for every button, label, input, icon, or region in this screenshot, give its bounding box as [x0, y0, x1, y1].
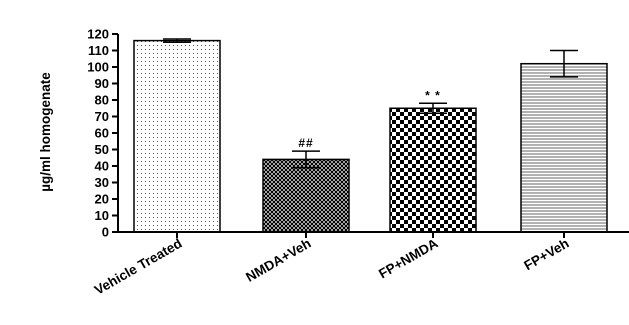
x-axis: Vehicle Treated NMDA+Veh FP+NMDA FP+Veh: [92, 231, 629, 298]
y-tick-label: 0: [102, 225, 109, 240]
y-tick-label: 110: [88, 43, 109, 58]
significance-annotation: ##: [298, 136, 313, 150]
y-tick-label: 100: [87, 60, 109, 75]
bar: [389, 107, 477, 233]
significance-annotation: * *: [425, 88, 441, 102]
y-tick-label: 20: [95, 192, 109, 207]
x-tick-label: FP+NMDA: [376, 235, 441, 281]
y-axis-label: µg/ml homogenate: [38, 72, 53, 192]
bars: ## * *: [133, 38, 608, 233]
y-tick-label: 30: [95, 175, 109, 190]
y-tick-label: 60: [95, 126, 109, 141]
y-tick-label: 10: [95, 208, 109, 223]
y-tick-label: 70: [95, 109, 109, 124]
bar: [133, 39, 221, 233]
bar: [262, 158, 350, 233]
bar: [520, 62, 608, 233]
y-tick-label: 40: [95, 159, 109, 174]
y-tick-label: 50: [95, 142, 109, 157]
x-tick-label: FP+Veh: [521, 236, 571, 274]
x-tick-label: NMDA+Veh: [243, 236, 313, 285]
x-tick-label: Vehicle Treated: [92, 236, 185, 298]
y-tick-label: 90: [95, 76, 109, 91]
y-tick-label: 120: [87, 27, 109, 42]
y-tick-label: 80: [95, 93, 109, 108]
